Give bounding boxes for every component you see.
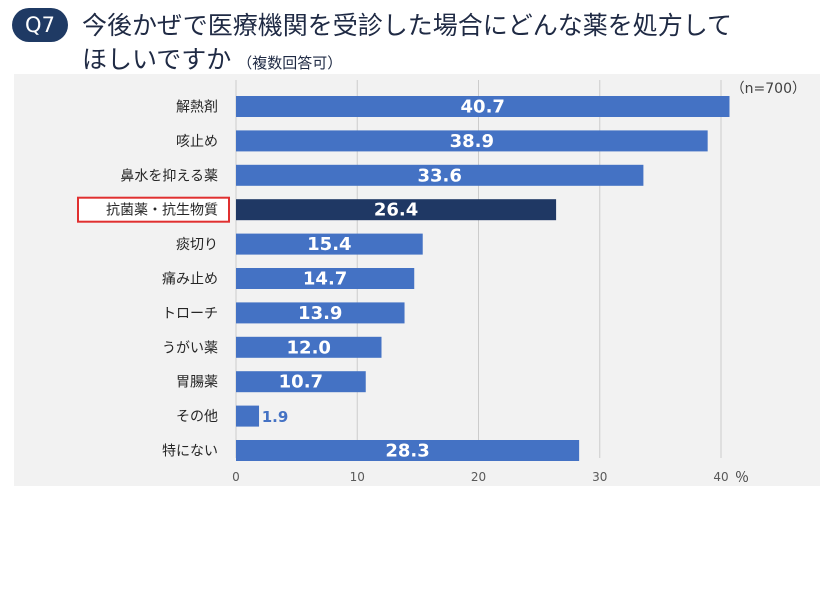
- bar: [236, 164, 644, 186]
- bar: [236, 302, 405, 324]
- sample-size-label: （n=700）: [731, 81, 806, 97]
- chart-title-line1: 今後かぜで医療機関を受診した場合にどんな薬を処方して: [82, 11, 733, 40]
- x-tick-label: 40: [713, 470, 728, 484]
- category-label: 胃腸薬: [176, 375, 218, 391]
- value-label: 33.6: [417, 165, 461, 186]
- bar-highlight: [236, 199, 557, 221]
- bar: [236, 130, 708, 152]
- x-tick-label: 10: [350, 470, 365, 484]
- category-label: 特にない: [162, 444, 218, 460]
- value-label: 10.7: [279, 372, 323, 393]
- category-label: トローチ: [162, 306, 218, 322]
- value-label: 12.0: [287, 337, 331, 358]
- category-label: 解熱剤: [176, 100, 218, 116]
- chart-title-line2-main: ほしいですか: [82, 45, 232, 74]
- x-tick-label: 20: [471, 470, 486, 484]
- category-label: 鼻水を抑える薬: [120, 167, 218, 184]
- value-label: 13.9: [298, 303, 342, 324]
- highlight-box: [77, 196, 230, 223]
- chart-title-line2: ほしいですか （複数回答可）: [82, 40, 342, 76]
- value-label: 38.9: [450, 131, 494, 152]
- x-unit-label: ％: [735, 470, 749, 486]
- category-label: 抗菌薬・抗生物質: [106, 203, 218, 219]
- value-label: 26.4: [374, 200, 418, 221]
- category-label: 咳止め: [176, 134, 218, 150]
- value-label: 40.7: [461, 97, 505, 118]
- bar: [236, 371, 366, 393]
- chart-title-note: （複数回答可）: [237, 54, 343, 72]
- bar: [236, 268, 415, 289]
- bar: [236, 233, 423, 255]
- bar: [236, 96, 730, 117]
- bar: [236, 405, 260, 427]
- bar: [236, 440, 580, 461]
- question-badge: Q7: [12, 8, 68, 42]
- x-tick-label: 0: [232, 470, 240, 484]
- value-label: 28.3: [385, 441, 429, 462]
- bar: [236, 336, 382, 358]
- category-label: その他: [176, 409, 218, 425]
- category-label: 痰切り: [176, 237, 218, 253]
- x-tick-label: 30: [592, 470, 607, 484]
- category-label: 痛み止め: [162, 271, 218, 288]
- category-label: うがい薬: [162, 340, 218, 356]
- value-label: 1.9: [262, 408, 289, 426]
- value-label: 14.7: [303, 269, 347, 290]
- value-label: 15.4: [307, 234, 351, 255]
